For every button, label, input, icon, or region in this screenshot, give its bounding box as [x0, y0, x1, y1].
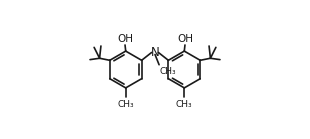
Text: OH: OH — [177, 34, 193, 44]
Text: OH: OH — [117, 34, 133, 44]
Text: N: N — [151, 46, 159, 59]
Text: CH₃: CH₃ — [160, 67, 176, 76]
Text: CH₃: CH₃ — [176, 100, 193, 109]
Text: CH₃: CH₃ — [117, 100, 134, 109]
